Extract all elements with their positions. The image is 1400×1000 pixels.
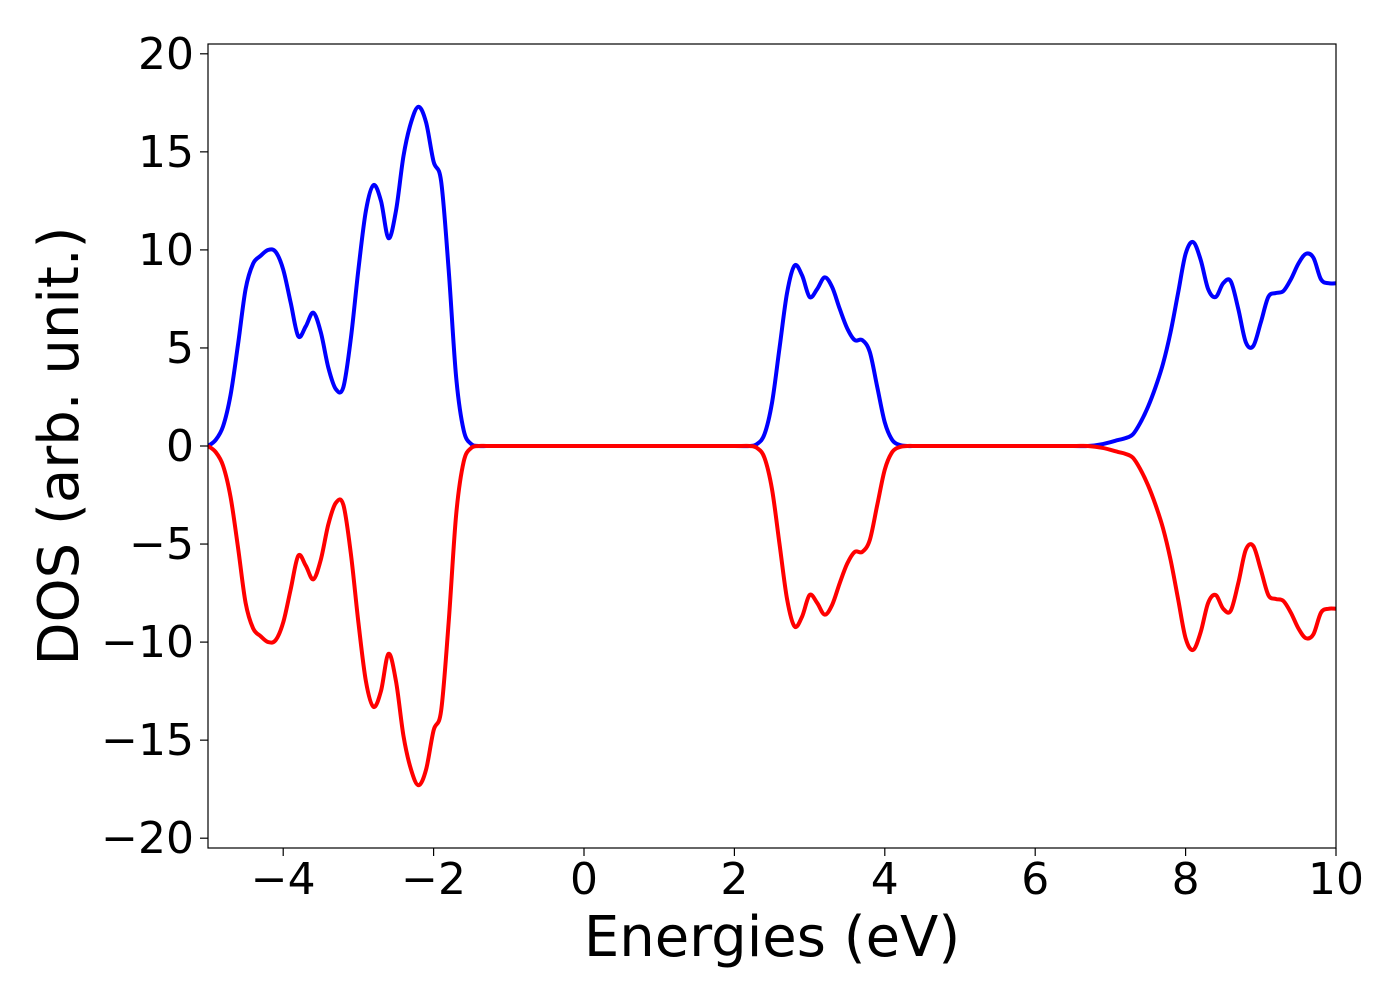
x-tick-label: 10	[1308, 854, 1364, 905]
x-tick-label: 2	[720, 854, 748, 905]
x-tick-label: 6	[1021, 854, 1049, 905]
y-tick-label: −5	[129, 519, 194, 570]
axes-frame	[207, 43, 1337, 849]
x-tick-label: 4	[871, 854, 899, 905]
y-axis-label: DOS (arb. unit.)	[27, 226, 92, 665]
y-tick-label: −15	[101, 715, 194, 766]
x-axis: −4 −2 0 2 4 6 8 10	[251, 848, 1364, 905]
x-tick-label: 8	[1172, 854, 1200, 905]
x-tick-label: −4	[251, 854, 316, 905]
x-tick-label: 0	[570, 854, 598, 905]
y-tick-label: 0	[166, 421, 194, 472]
y-tick-label: −20	[101, 813, 194, 864]
y-tick-label: 10	[138, 225, 194, 276]
y-tick-label: 5	[166, 323, 194, 374]
y-tick-label: 20	[138, 29, 194, 80]
y-tick-label: −10	[101, 617, 194, 668]
y-tick-label: 15	[138, 127, 194, 178]
series-line-down	[208, 443, 1336, 788]
y-axis: 20 15 10 5 0 −5 −10 −15 −20	[101, 29, 208, 864]
series-layer	[208, 104, 1336, 788]
series-line-up	[208, 104, 1336, 449]
x-axis-label: Energies (eV)	[584, 905, 960, 970]
x-tick-label: −2	[401, 854, 466, 905]
